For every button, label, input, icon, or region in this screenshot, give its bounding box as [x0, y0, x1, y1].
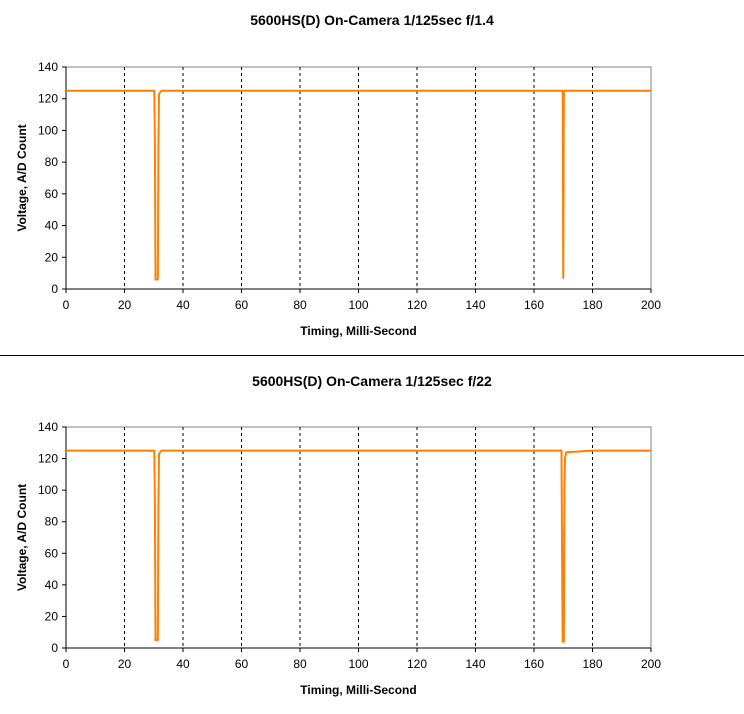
- x-tick-label: 120: [407, 298, 427, 312]
- y-tick-label: 140: [38, 420, 58, 434]
- x-tick-label: 0: [63, 657, 70, 671]
- x-axis-label: Timing, Milli-Second: [300, 683, 416, 697]
- x-tick-label: 140: [465, 298, 485, 312]
- x-tick-label: 0: [63, 298, 70, 312]
- x-tick-label: 20: [118, 298, 132, 312]
- y-tick-label: 40: [45, 219, 59, 233]
- x-tick-label: 180: [582, 298, 602, 312]
- x-tick-label: 140: [465, 657, 485, 671]
- chart-title: 5600HS(D) On-Camera 1/125sec f/22: [252, 373, 492, 389]
- x-tick-label: 60: [235, 298, 249, 312]
- x-tick-label: 100: [348, 298, 368, 312]
- y-tick-label: 40: [45, 578, 59, 592]
- x-tick-label: 100: [348, 657, 368, 671]
- x-tick-label: 120: [407, 657, 427, 671]
- panel-divider: [0, 355, 744, 356]
- y-tick-label: 100: [38, 123, 58, 137]
- series-line: [66, 449, 651, 643]
- y-tick-label: 120: [38, 452, 58, 466]
- x-tick-label: 200: [641, 657, 661, 671]
- y-tick-label: 80: [45, 155, 59, 169]
- series-line: [66, 89, 651, 281]
- chart-panel-top: 5600HS(D) On-Camera 1/125sec f/1.4 0 20 40 6…: [0, 0, 744, 354]
- x-tick-label: 200: [641, 298, 661, 312]
- y-axis-label: Voltage, A/D Count: [15, 124, 29, 231]
- y-tick-label: 60: [45, 187, 59, 201]
- y-axis-label: Voltage, A/D Count: [15, 484, 29, 591]
- y-tick-label: 0: [51, 282, 58, 296]
- x-axis-label: Timing, Milli-Second: [300, 324, 416, 338]
- x-tick-label: 160: [524, 298, 544, 312]
- x-tick-label: 40: [176, 298, 190, 312]
- x-tick-label: 180: [582, 657, 602, 671]
- y-tick-label: 20: [45, 250, 59, 264]
- x-tick-label: 80: [293, 657, 307, 671]
- chart-bottom: 5600HS(D) On-Camera 1/125sec f/22 0 20 40 60…: [15, 373, 661, 697]
- y-tick-label: 140: [38, 60, 58, 74]
- chart-panel-bottom: 5600HS(D) On-Camera 1/125sec f/22 0 20 40 60…: [0, 358, 744, 714]
- x-tick-label: 160: [524, 657, 544, 671]
- x-tick-label: 60: [235, 657, 249, 671]
- x-tick-label: 80: [293, 298, 307, 312]
- x-tick-label: 40: [176, 657, 190, 671]
- chart-top: 5600HS(D) On-Camera 1/125sec f/1.4 0 20 40 6…: [15, 12, 661, 338]
- y-tick-label: 120: [38, 92, 58, 106]
- x-tick-label: 20: [118, 657, 132, 671]
- y-tick-label: 100: [38, 483, 58, 497]
- chart-title: 5600HS(D) On-Camera 1/125sec f/1.4: [250, 12, 494, 28]
- y-tick-label: 20: [45, 609, 59, 623]
- y-tick-label: 60: [45, 546, 59, 560]
- y-tick-label: 0: [51, 641, 58, 655]
- y-tick-label: 80: [45, 515, 59, 529]
